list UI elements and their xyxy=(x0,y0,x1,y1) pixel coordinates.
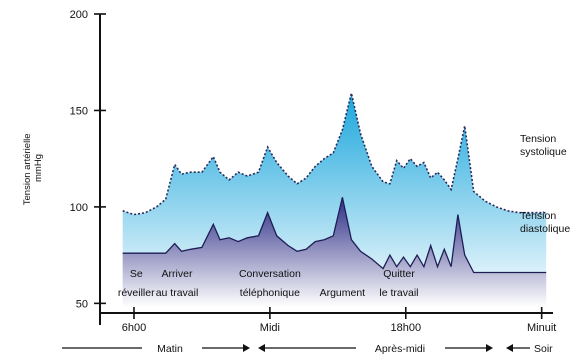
event-annotations: Se réveiller Arriver au travail Conversation… xyxy=(118,268,419,299)
plot-area xyxy=(122,92,547,307)
arrow-left-icon xyxy=(258,344,265,352)
y-tick-label: 150 xyxy=(70,105,88,117)
x-tick-label: Minuit xyxy=(527,322,556,334)
event-annotation-line: réveiller xyxy=(118,287,155,299)
y-axis: 50 100 150 200 xyxy=(70,9,106,325)
y-axis-label-line: Tension artérielle xyxy=(22,133,33,205)
series-label-line: Tension xyxy=(520,133,556,145)
period-apres-midi: Après-midi xyxy=(375,343,425,355)
event-annotation-line: Argument xyxy=(320,287,366,299)
series-label-line: systolique xyxy=(520,146,567,158)
x-tick-label: 18h00 xyxy=(390,322,421,334)
event-annotation-line: le travail xyxy=(379,287,418,299)
y-axis-label: Tension artérielle mmHg xyxy=(22,131,44,205)
event-annotation-line: au travail xyxy=(156,287,199,299)
arrow-right-icon xyxy=(486,344,493,352)
event-annotation-line: téléphonique xyxy=(240,287,300,299)
x-tick-label: 6h00 xyxy=(122,322,146,334)
period-matin: Matin xyxy=(157,343,183,355)
event-annotation: Argument xyxy=(320,287,366,299)
event-annotation: Quitter le travail xyxy=(379,268,418,299)
series-label-line: diastolique xyxy=(520,223,570,235)
y-tick-label: 200 xyxy=(70,9,88,21)
arrow-right-icon xyxy=(243,344,250,352)
event-annotation-line: Arriver xyxy=(162,268,193,280)
event-annotation-line: Quitter xyxy=(383,268,415,280)
diastolic-line xyxy=(122,197,547,274)
x-ticks: 6h00 Midi 18h00 Minuit xyxy=(122,307,556,334)
series-label-line: Tension xyxy=(520,210,556,222)
arrow-left-icon xyxy=(506,344,513,352)
event-annotation: Arriver au travail xyxy=(156,268,199,299)
systolic-series-label: Tension systolique xyxy=(520,133,567,158)
event-annotation-line: Conversation xyxy=(239,268,301,280)
event-annotation: Conversation téléphonique xyxy=(239,268,301,299)
y-tick-label: 100 xyxy=(70,202,88,214)
x-axis: 6h00 Midi 18h00 Minuit xyxy=(100,307,556,334)
event-annotation-line: Se xyxy=(130,268,143,280)
diastolic-series-label: Tension diastolique xyxy=(520,210,570,235)
y-ticks: 50 100 150 200 xyxy=(70,9,106,310)
y-axis-label-line: mmHg xyxy=(33,154,44,182)
event-annotation: Se réveiller xyxy=(118,268,155,299)
systolic-line xyxy=(122,92,547,216)
day-periods: Matin Après-midi Soir xyxy=(62,343,553,355)
diastolic-area xyxy=(122,197,547,307)
period-soir: Soir xyxy=(534,343,553,355)
y-tick-label: 50 xyxy=(76,298,88,310)
x-tick-label: Midi xyxy=(260,322,280,334)
